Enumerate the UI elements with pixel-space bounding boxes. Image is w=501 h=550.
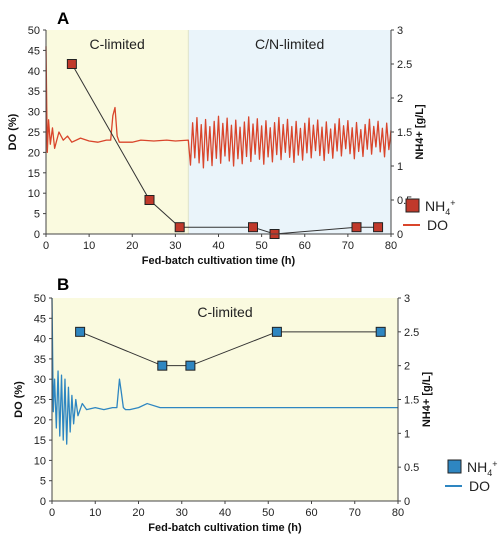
- panel-b-y-left-tick-label: 15: [34, 435, 46, 447]
- panel-b-x-tick-label: 20: [132, 507, 144, 519]
- panel-b-legend: NH4+DO: [445, 459, 498, 494]
- panel-b-y-left-tick-label: 35: [34, 354, 46, 366]
- panel-a-y-left-tick-label: 40: [28, 66, 40, 78]
- panel-a-y-left-tick-label: 45: [28, 45, 40, 57]
- panel-b-y-right-tick-label: 1.5: [404, 395, 419, 407]
- panel-b-x-axis-title: Fed-batch cultivation time (h): [148, 522, 302, 534]
- panel-a-legend-nh4-swatch: [405, 198, 420, 213]
- panel-a-x-tick-label: 30: [169, 240, 181, 252]
- panel-a-nh4-point: [174, 222, 185, 233]
- panel-a-y-left-tick-label: 0: [34, 229, 40, 241]
- panel-a-y-left-tick-label: 5: [34, 209, 40, 221]
- panel-a-nh4-point: [66, 59, 77, 69]
- panel-b-y-left-tick-label: 10: [34, 455, 46, 467]
- panel-b-y-right-tick-label: 3: [404, 293, 410, 305]
- panel-b-y-left-tick-label: 25: [34, 395, 46, 407]
- panel-a-y-left-tick-label: 10: [28, 188, 40, 200]
- panel-a-x-tick-label: 40: [212, 240, 224, 252]
- panel-a-x-tick-label: 0: [43, 240, 49, 252]
- panel-b-y-left-tick-label: 5: [40, 476, 46, 488]
- panel-a-do-series-line: [45, 46, 392, 169]
- panel-a-y-right-tick-label: 2: [397, 93, 403, 105]
- panel-b-x-tick-label: 40: [219, 507, 231, 519]
- panel-a-y-right-tick-label: 0: [397, 229, 403, 241]
- panel-a-legend-do-label: DO: [427, 217, 448, 233]
- panel-b-nh4-point: [185, 360, 196, 371]
- panel-a-y-right-tick-label: 3: [397, 25, 403, 37]
- panel-b-legend-nh4-label: NH4+: [467, 459, 498, 478]
- panel-a-letter: A: [57, 9, 69, 28]
- panel-a-nh4-point: [248, 222, 258, 233]
- panel-a-x-tick-label: 70: [342, 240, 354, 252]
- panel-a-legend: NH4+DO: [403, 198, 456, 233]
- panel-a-nh4-point: [144, 195, 155, 205]
- panel-b-y-left-tick-label: 40: [34, 334, 46, 346]
- panel-b-nh4-point: [157, 360, 168, 371]
- panel-a-x-tick-label: 50: [256, 240, 268, 252]
- panel-a-x-tick-label: 80: [385, 240, 397, 252]
- panel-a-y-left-tick-label: 50: [28, 25, 40, 37]
- panel-b-x-tick-label: 30: [176, 507, 188, 519]
- panel-b-legend-do-label: DO: [469, 478, 490, 494]
- panel-a-y-right-tick-label: 1.5: [397, 127, 412, 139]
- panel-a-y-left-tick-label: 20: [28, 147, 40, 159]
- panel-a-y-left-tick-label: 25: [28, 127, 40, 139]
- panel-b-nh4-point: [271, 326, 282, 337]
- panel-b-y-left-axis-title: DO (%): [13, 381, 25, 418]
- panel-b-x-tick-label: 0: [49, 507, 55, 519]
- panel-b-y-left-tick-label: 50: [34, 293, 46, 305]
- panel-b-nh4-point: [75, 326, 86, 337]
- panel-b-nh4-point: [375, 326, 386, 337]
- panel-b-do-series-line: [51, 297, 398, 445]
- panel-a: A C-limited C/N-limited 0 10 20 30 40 50 60 70 80…: [7, 9, 456, 267]
- panel-a-y-right-axis-title: NH4+ [g/L]: [414, 104, 426, 160]
- panel-b-y-left-tick-label: 20: [34, 415, 46, 427]
- panel-b-y-right-tick-label: 0.5: [404, 462, 419, 474]
- panel-a-x-tick-label: 20: [126, 240, 138, 252]
- panel-a-y-right-tick-label: 2.5: [397, 59, 412, 71]
- panel-b-x-tick-label: 10: [89, 507, 101, 519]
- panel-b-letter: B: [57, 275, 69, 294]
- panel-a-x-tick-label: 10: [83, 240, 95, 252]
- panel-a-x-axis-title: Fed-batch cultivation time (h): [142, 255, 296, 267]
- panel-b-x-tick-label: 60: [305, 507, 317, 519]
- panel-a-region-label-0: C-limited: [90, 36, 145, 52]
- panel-b-x-tick-label: 50: [262, 507, 274, 519]
- panel-a-y-left-axis-title: DO (%): [7, 113, 19, 150]
- panel-b-y-right-tick-label: 1: [404, 428, 410, 440]
- panel-b-y-right-axis-title: NH4+ [g/L]: [421, 372, 433, 428]
- panel-a-x-tick-label: 60: [299, 240, 311, 252]
- panel-b-x-tick-label: 70: [349, 507, 361, 519]
- panel-b-region-label-0: C-limited: [197, 304, 252, 320]
- panel-a-y-right-tick-label: 1: [397, 161, 403, 173]
- panel-b-legend-nh4-swatch: [447, 459, 462, 474]
- panel-b: B C-limited 0 10 20 30 40 50 60 70 80 0510152025…: [13, 275, 498, 534]
- panel-b-y-right-tick-label: 2: [404, 361, 410, 373]
- panel-b-y-right-tick-label: 2.5: [404, 327, 419, 339]
- panel-a-y-left-tick-label: 15: [28, 168, 40, 180]
- panel-b-y-right-tick-label: 0: [404, 496, 410, 508]
- panel-b-y-left-tick-label: 0: [40, 496, 46, 508]
- panel-a-legend-nh4-label: NH4+: [425, 198, 456, 217]
- panel-b-x-tick-label: 80: [392, 507, 404, 519]
- panel-b-region-0: [52, 298, 398, 501]
- panel-a-nh4-point: [351, 222, 362, 233]
- panel-a-y-left-tick-label: 35: [28, 86, 40, 98]
- panel-a-y-left-tick-label: 30: [28, 107, 40, 119]
- panel-b-y-left-tick-label: 45: [34, 313, 46, 325]
- panel-a-region-label-1: C/N-limited: [255, 36, 324, 52]
- panel-a-nh4-point: [373, 222, 384, 233]
- panel-b-y-left-tick-label: 30: [34, 374, 46, 386]
